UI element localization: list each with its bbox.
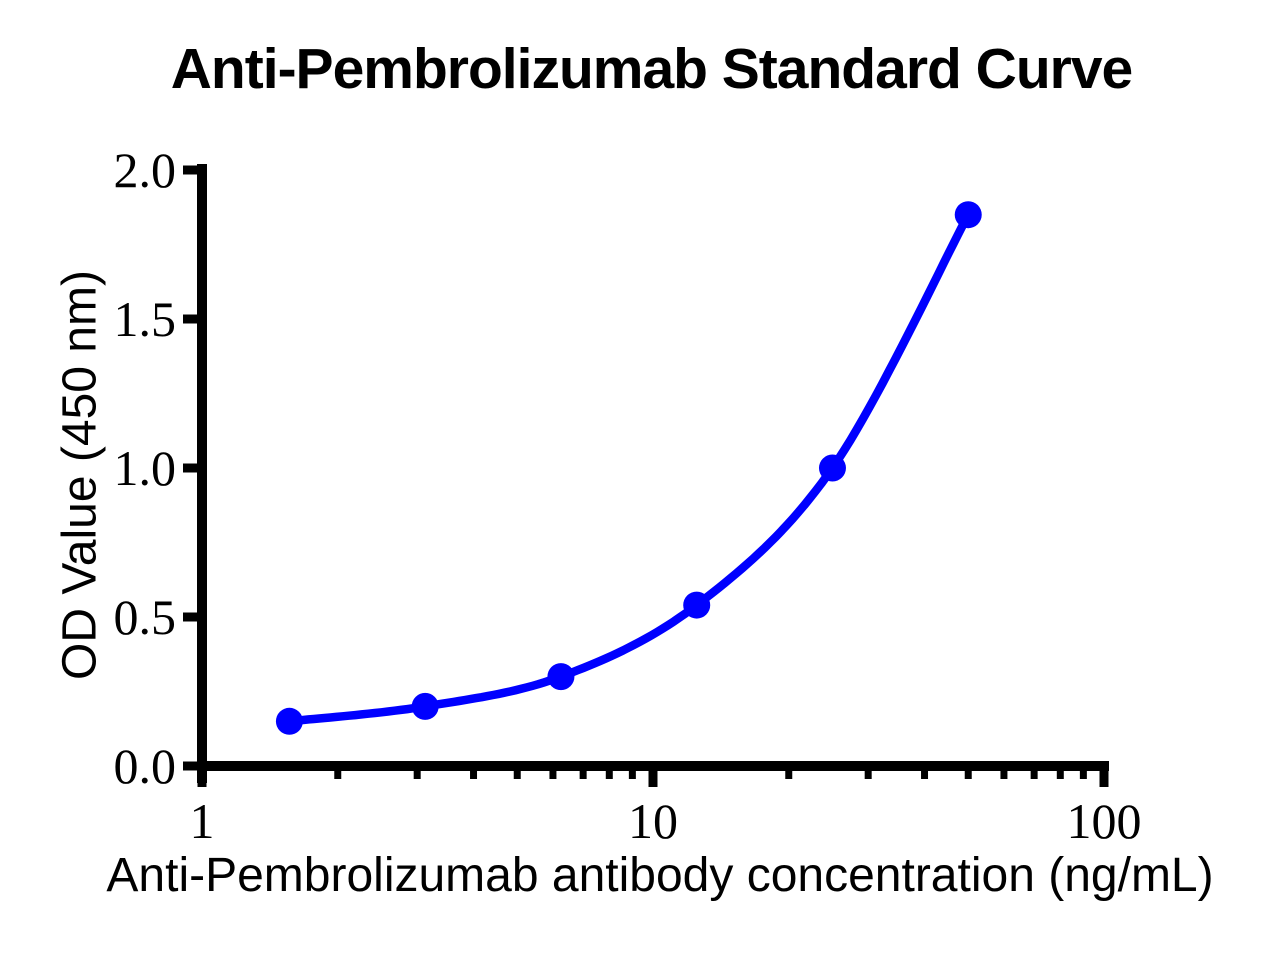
x-axis-label: Anti-Pembrolizumab antibody concentratio… xyxy=(106,849,1214,902)
x-tick-label: 10 xyxy=(628,793,678,849)
y-tick-label: 1.0 xyxy=(114,440,177,496)
data-point xyxy=(683,591,711,619)
data-point xyxy=(954,201,982,229)
y-tick-label: 0.0 xyxy=(114,738,177,794)
x-tick-label: 100 xyxy=(1067,793,1142,849)
y-tick-label: 0.5 xyxy=(114,589,177,645)
data-point xyxy=(547,663,575,691)
chart-title: Anti-Pembrolizumab Standard Curve xyxy=(170,37,1133,101)
data-point xyxy=(275,707,303,735)
y-tick-label: 1.5 xyxy=(114,291,177,347)
y-tick-label: 2.0 xyxy=(114,142,177,198)
data-point xyxy=(818,454,846,482)
x-tick-label: 1 xyxy=(190,793,215,849)
standard-curve-line xyxy=(285,210,973,726)
data-point xyxy=(411,692,439,720)
